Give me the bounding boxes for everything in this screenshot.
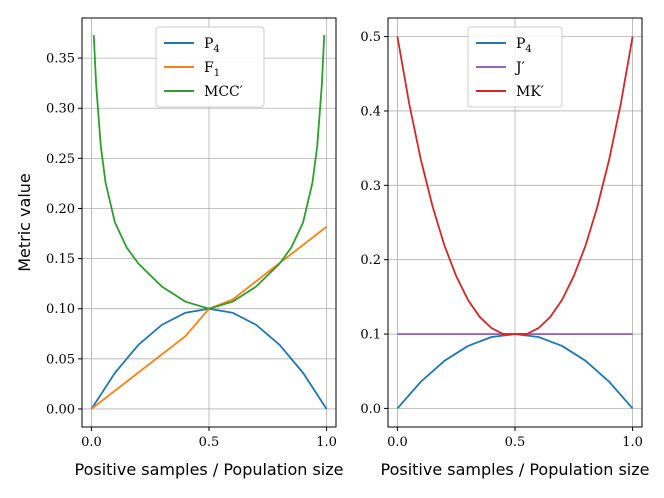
x-tick-label: 0.0 [387, 435, 408, 450]
series-line-mcc [92, 34, 326, 310]
x-tick-label: 1.0 [316, 435, 337, 450]
x-tick-label: 0.5 [505, 435, 526, 450]
x-axis-label: Positive samples / Population size [380, 460, 649, 479]
legend-label-j: J′ [514, 60, 525, 76]
x-tick-label: 1.0 [622, 435, 643, 450]
y-tick-label: 0.15 [46, 252, 75, 267]
legend: P4 J′ MK′ [467, 26, 563, 108]
legend-label-p4: P4 [204, 36, 220, 55]
legend-label-p4: P4 [516, 36, 532, 55]
y-tick-label: 0.25 [46, 152, 75, 167]
right-chart: 0.0 0.5 1.0 0.0 0.1 0.2 0.3 0.4 0.5 Positive samp… [360, 17, 650, 479]
y-axis-label: Metric value [15, 173, 34, 272]
legend-box [155, 26, 265, 108]
series-line-mk [396, 36, 634, 335]
legend: P4 F1 MCC′ [155, 26, 265, 108]
y-tick-label: 0.1 [360, 328, 381, 343]
legend-label-mcc: MCC′ [204, 84, 243, 100]
y-tick-label: 0.4 [360, 104, 381, 119]
x-axis-label: Positive samples / Population size [74, 460, 343, 479]
legend-box [467, 26, 563, 108]
y-tick-label: 0.3 [360, 179, 381, 194]
x-tick-label: 0.5 [199, 435, 220, 450]
y-tick-label: 0.20 [46, 202, 75, 217]
y-tick-label: 0.5 [360, 30, 381, 45]
y-tick-label: 0.35 [46, 52, 75, 67]
y-tick-label: 0.05 [46, 352, 75, 367]
y-tick-label: 0.2 [360, 253, 381, 268]
y-tick-label: 0.10 [46, 302, 75, 317]
x-tick-label: 0.0 [81, 435, 102, 450]
legend-label-f1: F1 [204, 60, 220, 79]
left-chart: 0.0 0.5 1.0 0.00 0.05 0.10 0.15 0.20 0.25 0.30 0.3… [15, 17, 344, 479]
legend-label-mk: MK′ [516, 84, 544, 100]
y-tick-label: 0.0 [360, 402, 381, 417]
y-tick-label: 0.00 [46, 402, 75, 417]
y-tick-label: 0.30 [46, 102, 75, 117]
